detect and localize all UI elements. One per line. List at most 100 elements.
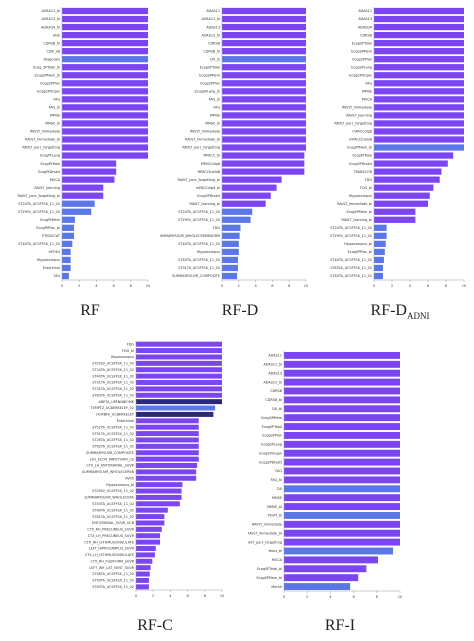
category-label: HOXBFE_UCBERKELEY (96, 413, 135, 417)
category-label: RAVLT_perc_forgetting_bl (178, 178, 221, 182)
category-label: Hippocampus (111, 355, 134, 359)
category-label: TEMPTZ_UCBERKELEY_02 (90, 406, 134, 410)
category-label: SUMMARYSUVR_COMPOSITE (172, 274, 220, 278)
category-label: LEFT_INF_LAT_VENT_SUVR (89, 566, 134, 570)
caption-subscript: ADNI (406, 311, 430, 322)
bar (136, 546, 156, 551)
category-label: ST58TA_UCSFFSX_11_02 (92, 572, 134, 576)
category-label: EcogPtTotal (40, 162, 60, 166)
category-label: EcogSPOrgan (37, 90, 60, 94)
bar (374, 176, 440, 183)
bar (136, 411, 214, 417)
category-label: ST83TA_UCSFFSX_11_02 (178, 258, 220, 262)
x-tick-label: 4 (169, 594, 172, 598)
category-label: RAVLT_immediate (30, 130, 60, 134)
bar (374, 216, 416, 223)
category-label: ENTORHINAL_SUVR_UCB (92, 521, 135, 525)
bar (284, 485, 400, 493)
bar (136, 386, 222, 392)
category-label: ADAS13 (268, 371, 282, 375)
category-label: MMSE (50, 114, 60, 118)
bar (374, 96, 464, 103)
category-label: FAQ_bl (209, 98, 220, 102)
caption-rf-i: RF-I (324, 617, 356, 634)
category-label: EcogSPPlan_bl (348, 250, 372, 254)
category-label: ADAS13_bl (202, 33, 221, 37)
category-label: MMSE_bl (267, 505, 282, 509)
category-label: ADAS11_bl (202, 17, 221, 21)
x-tick-label: 10 (304, 284, 309, 288)
x-tick-label: 6 (271, 284, 274, 288)
category-label: RAVLT_immediate_bl (185, 138, 220, 142)
category-label: ST29SV_UCSFFSX_11_02 (330, 234, 372, 238)
bar (136, 482, 183, 488)
bar (374, 264, 383, 272)
category-label: ST24TA_UCSFFSX_11_02 (18, 202, 60, 206)
x-tick-label: 6 (112, 284, 115, 288)
bar (136, 584, 149, 590)
category-label: SUMMARYSUVR_COMPOSITE (86, 451, 134, 455)
bar (284, 360, 400, 368)
bar (222, 72, 306, 79)
bar (284, 529, 400, 537)
bar (374, 136, 464, 143)
bar (62, 160, 117, 167)
category-label: RAVLT_immediate_bl (248, 531, 282, 535)
bar (62, 128, 148, 135)
category-label: ST44TA_UCSFFSX_11_02 (92, 502, 134, 506)
category-label: Hippocampus (37, 258, 60, 262)
bar (222, 31, 306, 39)
bar (62, 72, 148, 79)
bar (62, 216, 75, 223)
category-label: ST81TA_UCSFFSX_11_02 (92, 515, 134, 519)
category-label: EcogSPDivatt (259, 460, 282, 464)
x-tick-label: 10 (220, 594, 225, 598)
category-label: ST29SV_UCSFFSX_11_02 (92, 489, 134, 493)
bar (374, 23, 464, 31)
bar (62, 48, 148, 55)
bar (62, 96, 148, 103)
bar (374, 15, 464, 23)
category-label: EcogSPDivatt (349, 162, 372, 166)
bar (374, 240, 386, 247)
category-label: EcogSPLang_bl (195, 90, 221, 94)
bar (62, 7, 148, 15)
category-label: CDRSB (270, 389, 282, 393)
category-label: Diagnosis (44, 57, 61, 61)
category-label: EcogSPTotal (262, 425, 282, 429)
category-label: APOE4 (49, 250, 60, 254)
category-label: FDG_bl (122, 349, 134, 353)
bar (284, 396, 400, 404)
category-label: MPACCtrailsB (197, 170, 220, 174)
category-label: RAVLT_immediate (342, 106, 372, 110)
bar (374, 40, 464, 47)
category-label: EcogSPTotal (352, 41, 372, 45)
bar (62, 256, 71, 264)
bar (62, 56, 148, 63)
category-label: EcogSPOrgan (349, 73, 372, 77)
bar (62, 232, 75, 239)
category-label: ADAS13_bl (42, 17, 61, 21)
category-label: EcogSPMem (261, 416, 282, 420)
category-label: EcogSPOrgan (259, 451, 282, 455)
bar (62, 240, 73, 247)
bar (374, 120, 464, 127)
bar (136, 552, 155, 558)
chart-panel-rf-d-adni: ADAS11 ADAS13 ADASQ4 CDRSB EcogSPTotal EcogSP… (318, 3, 470, 295)
category-label: ST60TA_UCSFFSX_11_02 (92, 508, 134, 512)
bar (136, 475, 197, 481)
bar (136, 571, 150, 577)
x-tick-label: 2 (238, 284, 240, 288)
bar (62, 136, 148, 143)
category-label: CDRSB_bl (203, 49, 220, 53)
bar (222, 160, 305, 167)
category-label: EcogSPMem (199, 73, 220, 77)
category-label: EcogSPMem_bl (346, 210, 372, 214)
category-label: EcogPtPlan_bl (36, 226, 60, 230)
bar (374, 31, 464, 39)
bar (374, 224, 387, 231)
category-label: RAVLT_learning_bl (190, 202, 221, 206)
x-tick-label: 6 (186, 594, 189, 598)
caption-rf: RF (80, 302, 100, 319)
category-label: TAU (52, 274, 60, 278)
